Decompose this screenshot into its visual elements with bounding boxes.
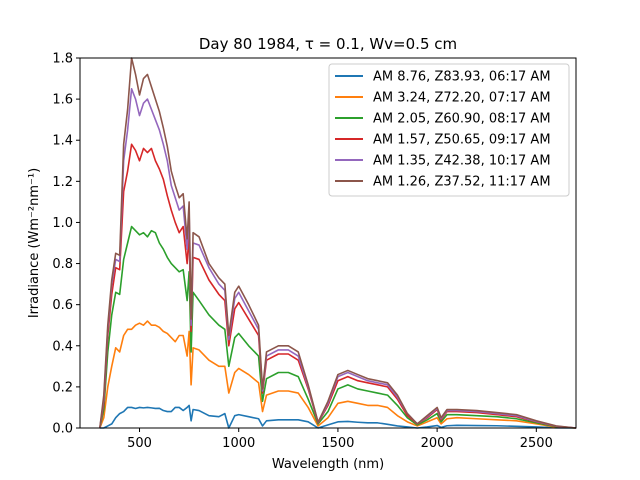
- legend-label-1: AM 8.76, Z83.93, 06:17 AM: [373, 70, 551, 85]
- x-tick-label: 2500: [520, 436, 553, 451]
- plot-frame: [79, 57, 577, 429]
- legend-label-2: AM 3.24, Z72.20, 07:17 AM: [373, 91, 551, 106]
- legend-label-6: AM 1.26, Z37.52, 11:17 AM: [373, 175, 551, 190]
- x-tick-label: 500: [127, 436, 152, 451]
- chart-title: Day 80 1984, τ = 0.1, Wv=0.5 cm: [199, 35, 457, 53]
- y-tick-label: 1.6: [52, 93, 73, 108]
- y-axis-label: Irradiance (Wm⁻²nm⁻¹): [27, 168, 42, 318]
- x-axis-label: Wavelength (nm): [272, 457, 384, 472]
- x-axis: 500 1000 1500 2000 2500: [127, 428, 553, 451]
- y-tick-label: 0.6: [52, 298, 73, 313]
- legend-items: AM 8.76, Z83.93, 06:17 AM AM 3.24, Z72.20…: [335, 70, 551, 190]
- y-axis: 0.0 0.2 0.4 0.6 0.8 1.0 1.2 1.4 1.6 1.8: [52, 52, 80, 437]
- legend-label-5: AM 1.35, Z42.38, 10:17 AM: [373, 154, 551, 169]
- y-tick-label: 0.2: [52, 380, 73, 395]
- y-tick-label: 1.8: [52, 52, 73, 67]
- x-tick-label: 1000: [222, 436, 255, 451]
- series-line-3: [99, 225, 577, 429]
- legend-label-4: AM 1.57, Z50.65, 09:17 AM: [373, 133, 551, 148]
- y-tick-label: 1.4: [52, 134, 73, 149]
- series-line-1: [99, 404, 577, 429]
- series-line-2: [99, 320, 577, 429]
- y-tick-label: 0.0: [52, 422, 73, 437]
- x-tick-label: 2000: [421, 436, 454, 451]
- series-layer: [99, 57, 577, 429]
- y-tick-label: 0.4: [52, 339, 73, 354]
- legend-box: [328, 63, 570, 197]
- y-tick-label: 0.8: [52, 257, 73, 272]
- legend: AM 8.76, Z83.93, 06:17 AM AM 3.24, Z72.20…: [328, 63, 570, 197]
- legend-label-3: AM 2.05, Z60.90, 08:17 AM: [373, 112, 551, 127]
- y-tick-label: 1.0: [52, 216, 73, 231]
- x-tick-label: 1500: [321, 436, 354, 451]
- series-line-6: [99, 57, 577, 429]
- y-tick-label: 1.2: [52, 175, 73, 190]
